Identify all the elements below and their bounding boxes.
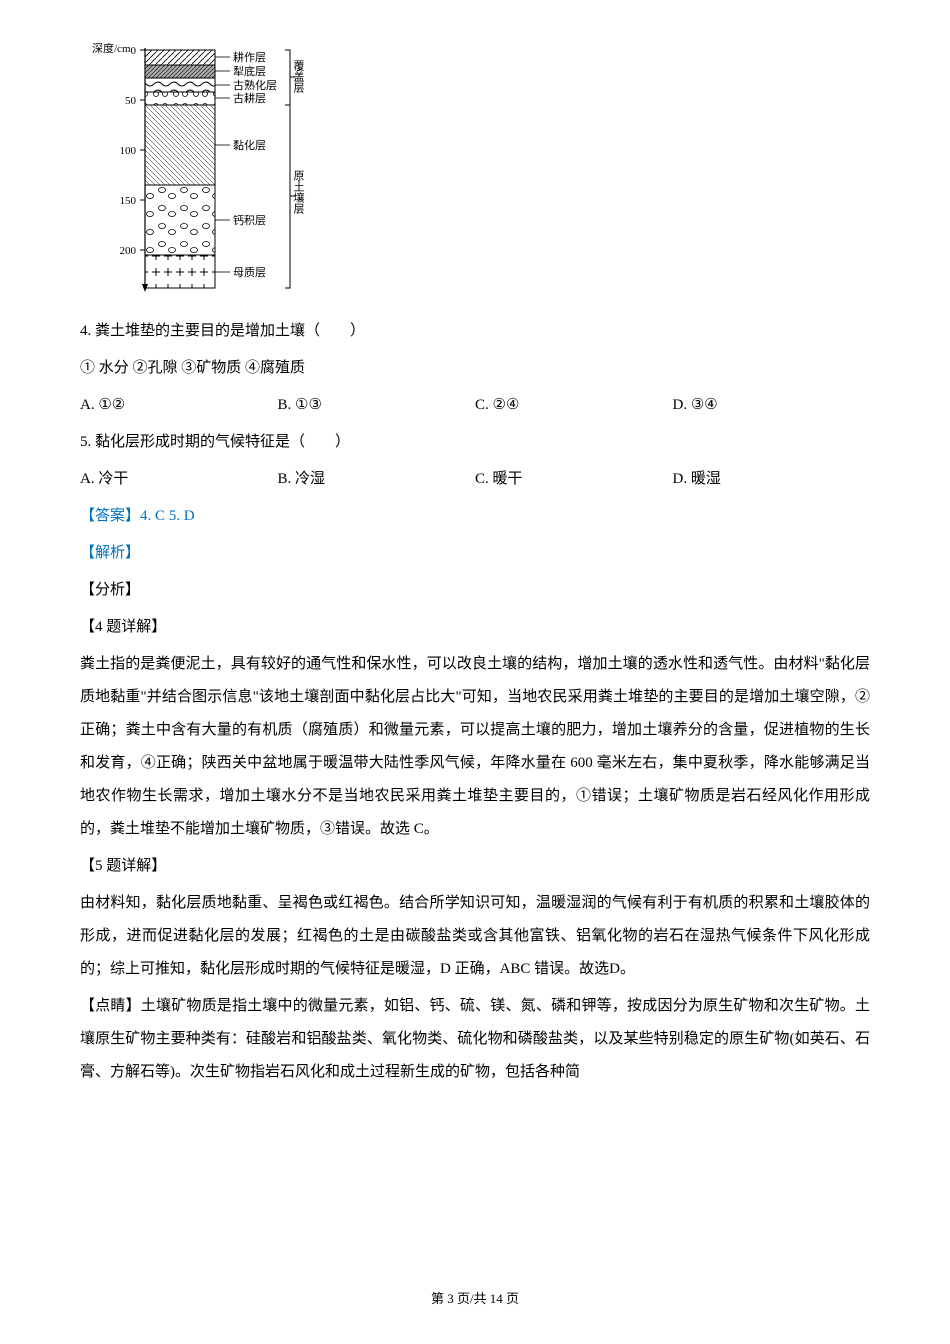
- analysis-header: 【分析】: [80, 574, 870, 607]
- q4-option-a: A. ①②: [80, 389, 278, 422]
- y-ticks: 0 50 100 150 200: [120, 45, 146, 257]
- svg-text:古耕层: 古耕层: [233, 91, 266, 105]
- svg-text:100: 100: [120, 145, 137, 157]
- brackets: 覆盖层 原土壤层: [285, 50, 305, 288]
- svg-text:黏化层: 黏化层: [233, 138, 266, 152]
- q5-option-c: C. 暖干: [475, 463, 673, 496]
- tip-text: 土壤矿物质是指土壤中的微量元素，如铝、钙、硫、镁、氮、磷和钾等，按成因分为原生矿…: [80, 998, 870, 1080]
- svg-text:原土壤层: 原土壤层: [292, 170, 305, 215]
- answer-line: 【答案】4. C 5. D: [80, 500, 870, 533]
- q4-option-b: B. ①③: [278, 389, 476, 422]
- q4-stem: 4. 粪土堆垫的主要目的是增加土壤（ ）: [80, 315, 870, 348]
- q5-option-d: D. 暖湿: [673, 463, 871, 496]
- svg-text:钙积层: 钙积层: [233, 213, 266, 227]
- svg-text:耕作层: 耕作层: [233, 50, 266, 64]
- q5-explanation-header: 【5 题详解】: [80, 850, 870, 883]
- q5-explanation: 由材料知，黏化层质地黏重、呈褐色或红褐色。结合所学知识可知，温暖湿润的气候有利于…: [80, 887, 870, 986]
- svg-text:50: 50: [125, 95, 137, 107]
- q5-option-b: B. 冷湿: [278, 463, 476, 496]
- q4-explanation: 粪土指的是粪便泥土，具有较好的通气性和保水性，可以改良土壤的结构，增加土壤的透水…: [80, 648, 870, 846]
- y-axis-label: 深度/cm: [92, 41, 131, 55]
- q5-options: A. 冷干 B. 冷湿 C. 暖干 D. 暖湿: [80, 463, 870, 496]
- tip-header: 【点睛】: [80, 998, 141, 1014]
- q5-stem: 5. 黏化层形成时期的气候特征是（ ）: [80, 426, 870, 459]
- svg-text:150: 150: [120, 195, 137, 207]
- svg-text:犁底层: 犁底层: [233, 64, 266, 78]
- q4-option-d: D. ③④: [673, 389, 871, 422]
- analysis-label: 【解析】: [80, 537, 870, 570]
- layer-labels: 耕作层 犁底层 古熟化层 古耕层 黏化层 钙积层 母质层: [215, 50, 277, 279]
- soil-column: [145, 50, 215, 288]
- svg-text:200: 200: [120, 245, 137, 257]
- page-footer: 第 3 页/共 14 页: [0, 1285, 950, 1314]
- q4-explanation-header: 【4 题详解】: [80, 611, 870, 644]
- tip-paragraph: 【点睛】土壤矿物质是指土壤中的微量元素，如铝、钙、硫、镁、氮、磷和钾等，按成因分…: [80, 990, 870, 1089]
- q4-items: ① 水分 ②孔隙 ③矿物质 ④腐殖质: [80, 352, 870, 385]
- svg-text:0: 0: [131, 45, 137, 57]
- q4-options: A. ①② B. ①③ C. ②④ D. ③④: [80, 389, 870, 422]
- svg-text:古熟化层: 古熟化层: [233, 78, 277, 92]
- q5-option-a: A. 冷干: [80, 463, 278, 496]
- svg-text:母质层: 母质层: [233, 266, 266, 279]
- svg-text:覆盖层: 覆盖层: [292, 60, 305, 94]
- diagram-svg: 深度/cm 0 50 100 150 200 耕作层: [90, 40, 370, 295]
- soil-profile-diagram: 深度/cm 0 50 100 150 200 耕作层: [90, 40, 870, 295]
- q4-option-c: C. ②④: [475, 389, 673, 422]
